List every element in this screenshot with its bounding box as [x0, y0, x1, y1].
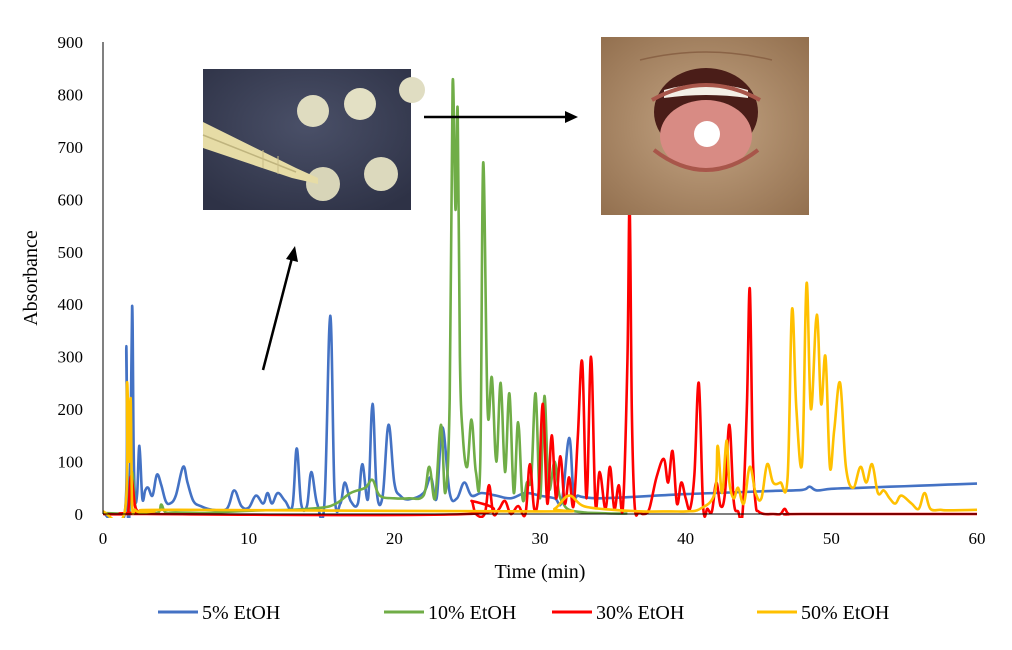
- y-tick-label: 0: [75, 505, 84, 524]
- paper-disc-icon: [306, 167, 340, 201]
- legend-label: 30% EtOH: [596, 602, 684, 624]
- tick-labels: 0 100 200 300 400 500 600 700 800 900 0 10 20 30 40 50 6…: [58, 33, 986, 548]
- legend: 5% EtOH 10% EtOH 30% EtOH 50% EtOH: [158, 602, 889, 624]
- axes: [102, 42, 977, 515]
- y-tick-label: 300: [58, 348, 84, 367]
- y-tick-label: 700: [58, 138, 84, 157]
- tongue-disc-photo: [601, 37, 809, 215]
- y-tick-label: 500: [58, 243, 84, 262]
- paper-disc-icon: [399, 77, 425, 103]
- x-tick-label: 30: [532, 529, 549, 548]
- x-tick-label: 0: [99, 529, 108, 548]
- legend-label: 10% EtOH: [428, 602, 516, 624]
- y-axis-title: Absorbance: [20, 230, 42, 326]
- y-tick-label: 200: [58, 400, 84, 419]
- x-tick-label: 50: [823, 529, 840, 548]
- paper-disc-icon: [364, 157, 398, 191]
- arrow-right-icon: [424, 111, 578, 123]
- y-tick-label: 600: [58, 190, 84, 209]
- arrow-up-icon: [261, 246, 298, 371]
- paper-disc-icon: [694, 121, 720, 147]
- legend-label: 50% EtOH: [801, 602, 889, 624]
- legend-item: 5% EtOH: [158, 602, 280, 624]
- legend-item: 30% EtOH: [552, 602, 684, 624]
- x-tick-label: 10: [240, 529, 257, 548]
- x-tick-label: 20: [386, 529, 403, 548]
- legend-item: 10% EtOH: [384, 602, 516, 624]
- series-layer: [102, 78, 978, 518]
- legend-label: 5% EtOH: [202, 602, 280, 624]
- series-line-10-etoh: [102, 78, 628, 515]
- paper-disc-icon: [297, 95, 329, 127]
- y-tick-label: 900: [58, 33, 84, 52]
- y-tick-label: 400: [58, 295, 84, 314]
- y-tick-label: 100: [58, 453, 84, 472]
- x-axis-title: Time (min): [495, 561, 586, 583]
- series-line-50-etoh: [102, 281, 978, 518]
- pipette-icon: [203, 122, 318, 184]
- paper-disc-pipette-photo: [202, 69, 425, 210]
- y-tick-label: 800: [58, 85, 84, 104]
- series-line-30-etoh: [102, 203, 977, 518]
- paper-disc-icon: [344, 88, 376, 120]
- legend-item: 50% EtOH: [757, 602, 889, 624]
- x-tick-label: 40: [677, 529, 694, 548]
- x-tick-label: 60: [969, 529, 986, 548]
